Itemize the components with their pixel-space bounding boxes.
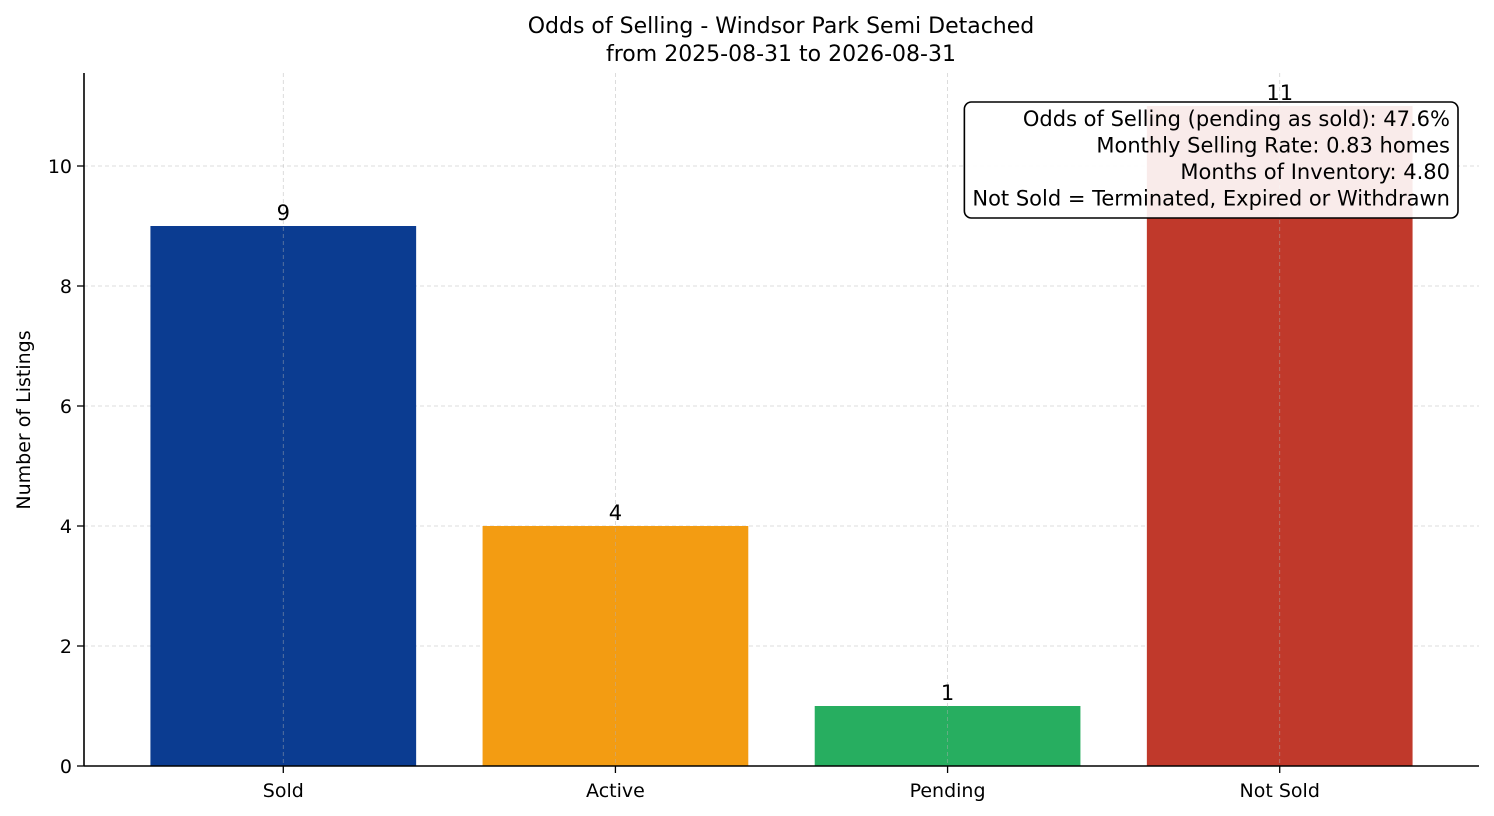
x-tick-label: Sold (263, 780, 304, 802)
data-label: 4 (609, 501, 622, 525)
annotation-box (963, 101, 1459, 219)
annotation-line: Not Sold = Terminated, Expired or Withdr… (972, 187, 1450, 211)
y-tick-label: 0 (60, 756, 72, 778)
annotation-measure: Odds of Selling (pending as sold): 47.6%… (972, 107, 1450, 211)
stats-annotation: Odds of Selling (pending as sold): 47.6%… (963, 101, 1459, 219)
annotation-line: Odds of Selling (pending as sold): 47.6% (1023, 107, 1450, 131)
annotation-line: Monthly Selling Rate: 0.83 homes (1096, 134, 1450, 158)
data-label: 1 (941, 681, 954, 705)
vertical-grid (282, 73, 1281, 766)
y-axis-label: Number of Listings (13, 330, 35, 509)
x-tick-label: Active (586, 780, 645, 802)
axes (83, 73, 1479, 767)
y-tick-label: 4 (60, 516, 72, 538)
chart-title: Odds of Selling - Windsor Park Semi Deta… (528, 14, 1035, 39)
y-tick-label: 10 (48, 156, 72, 178)
x-tick-label: Not Sold (1240, 780, 1320, 802)
y-tick-label: 6 (60, 396, 72, 418)
data-label: 9 (277, 201, 290, 225)
bar-pending (814, 706, 1081, 766)
y-ticks: 0 2 4 6 8 10 (48, 156, 84, 778)
y-tick-label: 2 (60, 636, 72, 658)
y-tick-label: 8 (60, 276, 72, 298)
data-label: 11 (1266, 81, 1293, 105)
x-tick-label: Pending (910, 780, 986, 802)
x-ticks: Sold Active Pending Not Sold (263, 766, 1320, 802)
annotation-line: Months of Inventory: 4.80 (1180, 160, 1450, 184)
chart-subtitle: from 2025-08-31 to 2026-08-31 (606, 42, 956, 67)
bar-active (482, 526, 749, 766)
